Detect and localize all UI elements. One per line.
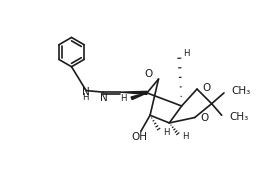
Polygon shape — [131, 93, 147, 100]
Text: O: O — [200, 113, 208, 123]
Text: CH₃: CH₃ — [232, 86, 251, 96]
Text: CH₃: CH₃ — [229, 112, 249, 122]
Text: N: N — [82, 87, 89, 97]
Polygon shape — [120, 91, 147, 94]
Text: O: O — [144, 69, 152, 79]
Text: H: H — [120, 94, 127, 103]
Text: H: H — [182, 132, 189, 141]
Text: H: H — [163, 128, 170, 137]
Text: H: H — [82, 93, 89, 102]
Text: H: H — [183, 49, 190, 58]
Text: OH: OH — [131, 132, 147, 142]
Text: O: O — [203, 83, 211, 93]
Text: N: N — [100, 93, 108, 103]
